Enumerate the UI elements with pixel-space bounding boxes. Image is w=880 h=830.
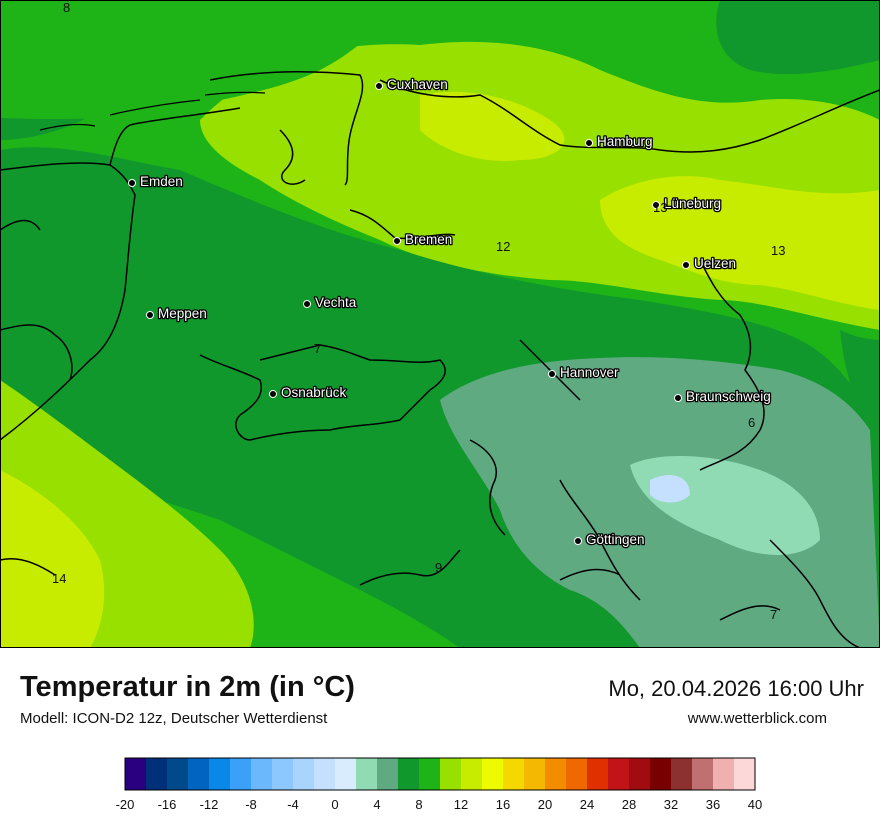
legend-swatch	[566, 758, 588, 790]
legend-swatch	[650, 758, 672, 790]
legend-tick-label: 24	[580, 797, 594, 812]
legend-swatch	[293, 758, 315, 790]
city-label: Hannover	[560, 365, 619, 380]
legend-tick-label: -12	[200, 797, 219, 812]
city-label: Vechta	[315, 295, 357, 310]
isotherm-label: 13	[771, 243, 785, 258]
city-label: Uelzen	[694, 256, 736, 271]
temp-band-13-center	[420, 91, 565, 161]
city-hamburg[interactable]: Hamburg	[585, 133, 654, 150]
legend-tick-label: -20	[116, 797, 135, 812]
legend-swatch	[230, 758, 252, 790]
legend-swatch	[629, 758, 651, 790]
legend-swatch	[188, 758, 210, 790]
temperature-map: Cuxhaven Hamburg Emden Lüneburg Bremen U…	[0, 0, 880, 648]
city-uelzen[interactable]: Uelzen	[682, 255, 737, 272]
isotherm-label: 7	[770, 607, 777, 622]
legend-swatch	[167, 758, 189, 790]
isotherm-label: 7	[314, 341, 321, 356]
legend-tick-label: 8	[415, 797, 422, 812]
temp-band-8-northeast	[716, 0, 880, 75]
legend-swatch	[545, 758, 567, 790]
legend-swatch	[251, 758, 273, 790]
legend-tick-label: 12	[454, 797, 468, 812]
forecast-datetime: Mo, 20.04.2026 16:00 Uhr	[608, 676, 864, 701]
legend-swatch	[146, 758, 168, 790]
legend-tick-label: 28	[622, 797, 636, 812]
city-meppen[interactable]: Meppen	[146, 305, 208, 322]
temp-band-2-southeast	[650, 475, 690, 503]
legend-swatch	[272, 758, 294, 790]
city-markers: Cuxhaven Hamburg Emden Lüneburg Bremen U…	[128, 76, 772, 548]
legend-swatch	[524, 758, 546, 790]
city-emden[interactable]: Emden	[128, 173, 184, 190]
legend-tick-label: 16	[496, 797, 510, 812]
city-label: Cuxhaven	[387, 77, 448, 92]
city-braunschweig[interactable]: Braunschweig	[674, 388, 772, 405]
city-label: Meppen	[158, 306, 207, 321]
temp-band-8-east	[840, 330, 880, 430]
legend-swatch	[713, 758, 735, 790]
sea-area-north	[0, 0, 400, 120]
legend-swatch	[461, 758, 483, 790]
city-label: Braunschweig	[686, 389, 771, 404]
legend-swatch	[692, 758, 714, 790]
legend-tick-label: 20	[538, 797, 552, 812]
legend-swatch	[419, 758, 441, 790]
website-link[interactable]: www.wetterblick.com	[687, 710, 827, 727]
city-label: Osnabrück	[281, 385, 347, 400]
city-label: Hamburg	[597, 134, 653, 149]
isotherm-label: 14	[52, 571, 66, 586]
legend-tick-label: 40	[748, 797, 762, 812]
legend-swatch	[314, 758, 336, 790]
isotherm-label: 12	[496, 239, 510, 254]
islands	[39, 91, 266, 131]
legend-tick-label: -4	[287, 797, 299, 812]
legend-tick-label: -16	[158, 797, 177, 812]
legend-tick-label: 36	[706, 797, 720, 812]
legend-tick-label: 32	[664, 797, 678, 812]
legend-tick-label: 0	[331, 797, 338, 812]
city-label: Bremen	[405, 232, 452, 247]
city-label: Emden	[140, 174, 183, 189]
legend-swatch	[587, 758, 609, 790]
isotherm-label: 8	[63, 0, 70, 15]
temp-band-14-southwest	[0, 470, 105, 648]
legend-swatch	[503, 758, 525, 790]
isotherm-label: 6	[748, 415, 755, 430]
city-hannover[interactable]: Hannover	[548, 364, 620, 381]
isotherm-labels: 8 12 13 13 7 6 9 14 7	[52, 0, 785, 622]
city-bremen[interactable]: Bremen	[393, 231, 454, 248]
legend-frame	[124, 757, 756, 791]
city-goettingen[interactable]: Göttingen	[574, 531, 646, 548]
isotherm-label: 13	[653, 200, 667, 215]
borders	[0, 70, 880, 648]
city-vechta[interactable]: Vechta	[303, 294, 358, 311]
city-osnabrueck[interactable]: Osnabrück	[269, 384, 348, 401]
color-legend: -20 -16 -12 -8 -4 0 4 8 12 16 20 24 28 32 36 40	[116, 757, 762, 812]
model-subtitle: Modell: ICON-D2 12z, Deutscher Wetterdie…	[20, 710, 328, 727]
temp-band-13-east	[600, 176, 880, 310]
city-lueneburg[interactable]: Lüneburg	[652, 195, 722, 212]
city-label: Lüneburg	[664, 196, 721, 211]
legend-swatch	[440, 758, 462, 790]
city-label: Göttingen	[586, 532, 645, 547]
legend-swatch	[377, 758, 399, 790]
legend-swatch	[482, 758, 504, 790]
legend-swatch	[671, 758, 693, 790]
legend-swatch	[125, 758, 147, 790]
legend-tick-label: -8	[245, 797, 257, 812]
legend-swatch	[209, 758, 231, 790]
legend-swatch	[734, 758, 756, 790]
legend-tick-label: 4	[373, 797, 380, 812]
isotherm-label: 9	[435, 560, 442, 575]
legend-swatch	[398, 758, 420, 790]
legend-swatch	[335, 758, 357, 790]
page-title: Temperatur in 2m (in °C)	[20, 671, 355, 703]
legend-swatch	[356, 758, 378, 790]
city-cuxhaven[interactable]: Cuxhaven	[375, 76, 449, 93]
legend-swatch	[608, 758, 630, 790]
